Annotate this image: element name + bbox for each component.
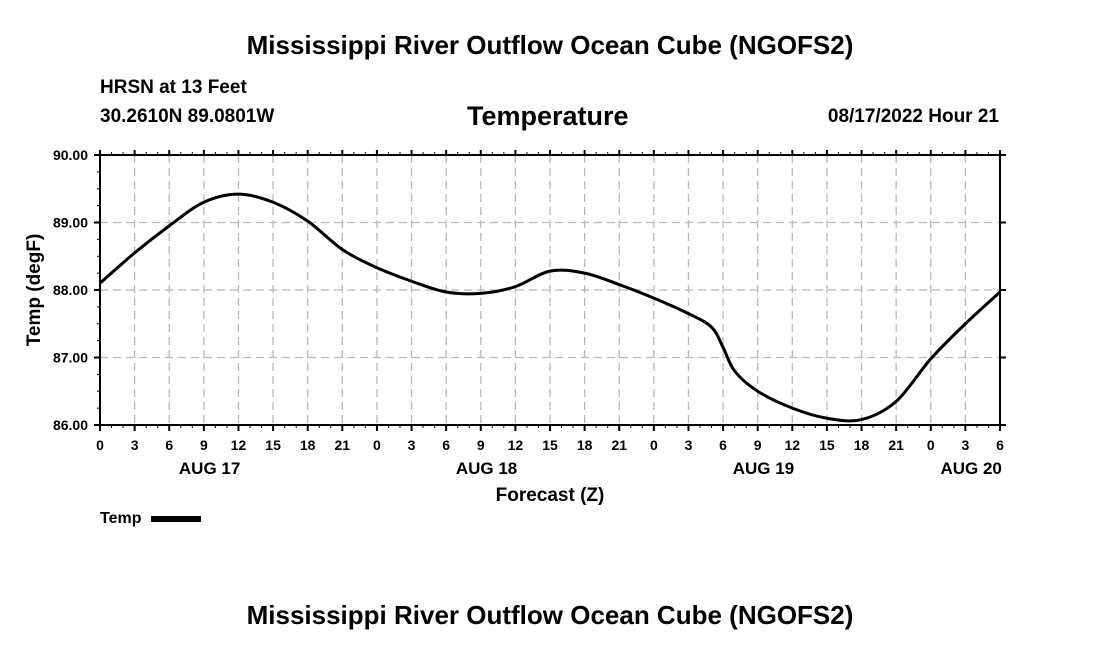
x-tick-label: 15 [819,437,835,453]
y-tick-label: 88.00 [53,282,88,298]
coordinates-label: 30.2610N 89.0801W [100,106,275,127]
x-tick-label: 12 [508,437,524,453]
x-tick-label: 6 [442,437,450,453]
footer-title: Mississippi River Outflow Ocean Cube (NG… [246,600,854,630]
x-tick-label: 18 [300,437,316,453]
main-title: Mississippi River Outflow Ocean Cube (NG… [246,30,854,60]
x-tick-label: 6 [165,437,173,453]
x-tick-label: 15 [542,437,558,453]
y-tick-label: 89.00 [53,215,88,231]
x-tick-labels: 0 3 6 9 12 15 18 21 0 3 6 9 12 15 18 21 0 3 6 9 12 15 18 21 0 3 6 [96,437,1004,453]
x-tick-label: 9 [200,437,208,453]
x-tick-label: 3 [408,437,416,453]
day-label: AUG 17 [179,459,240,478]
x-tick-label: 18 [854,437,870,453]
y-tick-label: 87.00 [53,350,88,366]
legend-swatch [151,516,202,522]
x-tick-label: 21 [888,437,904,453]
series-group [99,192,1002,423]
plot-frame [99,154,1001,426]
x-tick-label: 12 [231,437,247,453]
x-tick-label: 0 [96,437,104,453]
grid-lines [100,155,1000,425]
x-tick-label: 18 [577,437,593,453]
x-tick-label: 15 [265,437,281,453]
x-tick-label: 0 [650,437,658,453]
x-tick-label: 3 [131,437,139,453]
legend: Temp [100,510,202,528]
y-tick-label: 90.00 [53,147,88,163]
day-label: AUG 18 [456,459,517,478]
day-label: AUG 19 [733,459,794,478]
forecast-datetime: 08/17/2022 Hour 21 [827,106,999,127]
series-line-temp [99,192,1002,423]
x-tick-label: 0 [373,437,381,453]
legend-label: Temp [100,510,142,527]
day-label: AUG 20 [940,459,1001,478]
chart-subtitle: Temperature [467,101,629,131]
x-axis-title: Forecast (Z) [496,485,605,506]
x-tick-label: 3 [685,437,693,453]
x-tick-label: 6 [996,437,1004,453]
day-labels: AUG 17 AUG 18 AUG 19 AUG 20 [179,459,1002,478]
x-tick-label: 9 [477,437,485,453]
x-tick-label: 3 [961,437,969,453]
x-tick-label: 9 [754,437,762,453]
y-tick-label: 86.00 [53,417,88,433]
y-axis-title: Temp (degF) [24,234,45,347]
y-tick-labels: 86.00 87.00 88.00 89.00 90.00 [53,147,88,433]
x-tick-label: 6 [719,437,727,453]
station-label: HRSN at 13 Feet [100,77,247,98]
x-tick-label: 21 [611,437,627,453]
x-tick-label: 12 [785,437,801,453]
x-tick-label: 0 [927,437,935,453]
x-tick-label: 21 [335,437,351,453]
